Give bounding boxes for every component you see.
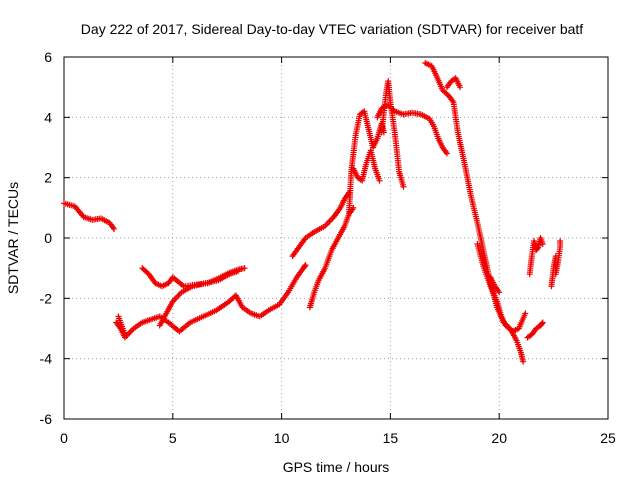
data-point: [302, 262, 309, 269]
x-axis-label: GPS time / hours: [283, 459, 390, 475]
data-point: [557, 238, 564, 245]
series-arc-13: [443, 75, 464, 91]
series-arc-18: [548, 238, 564, 290]
data-point: [400, 183, 407, 190]
x-tick-label: 10: [274, 430, 290, 446]
series-arc-1: [61, 200, 118, 232]
data-point: [520, 358, 527, 365]
data-point: [111, 225, 118, 232]
chart-title: Day 222 of 2017, Sidereal Day-to-day VTE…: [81, 21, 584, 37]
series-arc-11: [374, 102, 450, 157]
series-arc-12: [422, 60, 527, 365]
y-tick-label: 0: [44, 230, 52, 246]
data-point: [235, 268, 242, 275]
series-arc-2: [113, 262, 309, 341]
y-tick-label: -6: [40, 411, 53, 427]
data-point: [538, 320, 545, 327]
data-point: [496, 289, 503, 296]
series-arc-16: [524, 319, 546, 341]
y-axis-label: SDTVAR / TECUs: [5, 182, 21, 294]
series-arc-10: [378, 78, 407, 190]
x-tick-label: 15: [383, 430, 399, 446]
series-arc-15: [487, 274, 503, 296]
data-point: [534, 245, 541, 252]
x-tick-label: 5: [169, 430, 177, 446]
y-tick-label: -4: [40, 351, 53, 367]
x-tick-label: 20: [491, 430, 507, 446]
data-point: [390, 107, 397, 114]
axis-ticks: 0 5 10 15 20 25 -6 -4 -2 0 2 4 6: [40, 49, 616, 446]
data-point: [376, 177, 383, 184]
y-tick-label: 6: [44, 49, 52, 65]
series-arc-7: [306, 204, 357, 311]
x-tick-label: 0: [60, 430, 68, 446]
series-arc-3: [115, 313, 128, 338]
data-marks: [61, 60, 564, 365]
y-tick-label: 2: [44, 170, 52, 186]
series-arc-6: [289, 189, 353, 260]
data-point: [539, 319, 546, 326]
x-tick-label: 25: [600, 430, 616, 446]
data-point: [457, 84, 464, 91]
data-point: [121, 331, 128, 338]
series-arc-17: [526, 235, 546, 278]
series-arc-9: [350, 147, 383, 184]
data-point: [241, 265, 248, 272]
data-point: [301, 263, 308, 270]
y-tick-label: 4: [44, 109, 52, 125]
data-point: [443, 150, 450, 157]
series-arc-5: [156, 268, 242, 329]
data-point: [539, 241, 546, 248]
data-point: [522, 310, 529, 317]
y-tick-label: -2: [40, 290, 53, 306]
